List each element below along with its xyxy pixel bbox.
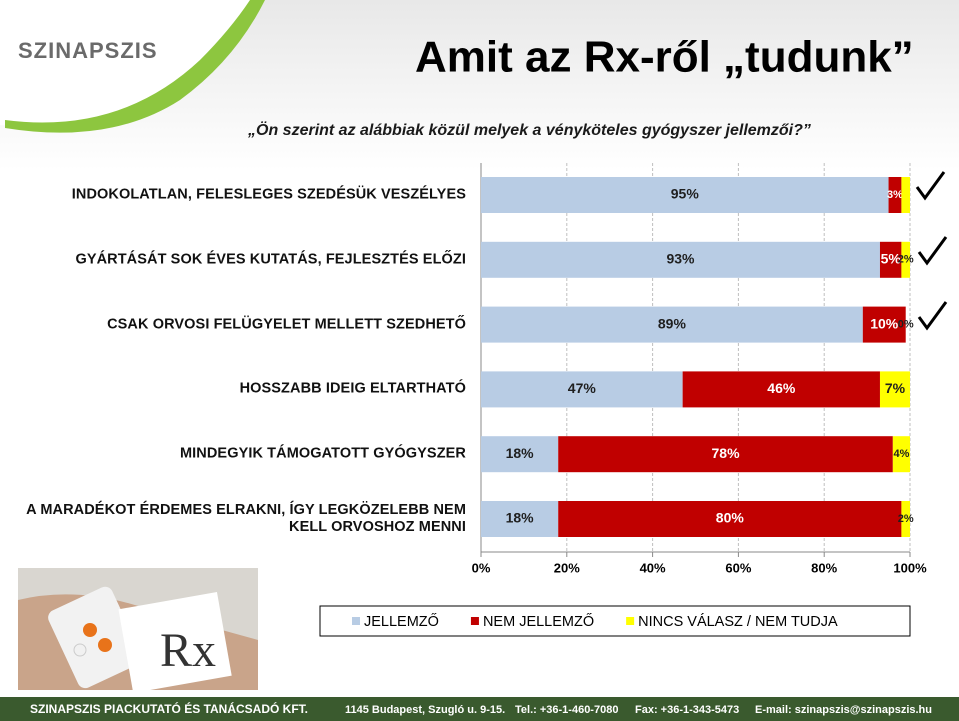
category-label: MINDEGYIK TÁMOGATOTT GYÓGYSZER	[179, 445, 466, 462]
bar-segment	[481, 177, 889, 213]
rx-image: Rx	[18, 568, 258, 694]
footer-address: 1145 Budapest, Szugló u. 9-15.	[345, 704, 505, 716]
bar-segment	[892, 436, 910, 473]
logo: SZINAPSZIS	[18, 38, 158, 63]
legend-label: NINCS VÁLASZ / NEM TUDJA	[638, 613, 838, 630]
x-tick-label: 0%	[472, 560, 491, 575]
bar-segment	[682, 371, 880, 408]
value-label: 95%	[671, 186, 700, 202]
value-label: 4%	[893, 448, 909, 460]
x-tick-label: 20%	[554, 560, 580, 575]
value-label: 2%	[898, 254, 914, 266]
logo-bg	[0, 0, 255, 126]
bar-segment	[901, 241, 910, 278]
x-tick-label: 80%	[811, 560, 837, 575]
bar-segment	[481, 436, 559, 473]
footer-company: SZINAPSZIS PIACKUTATÓ ÉS TANÁCSADÓ KFT.	[30, 701, 308, 716]
legend-swatch	[626, 617, 635, 625]
bar-segment	[558, 436, 893, 473]
category-label: A MARADÉKOT ÉRDEMES ELRAKNI, ÍGY LEGKÖZE…	[26, 502, 466, 535]
bar-segment	[901, 501, 910, 537]
bar-segment	[879, 371, 910, 408]
bar-segment	[901, 177, 910, 213]
value-label: 3%	[887, 189, 903, 201]
checkmark	[915, 171, 946, 201]
swoosh	[5, 0, 265, 133]
rx-label: Rx	[160, 624, 216, 677]
bar-segment	[862, 306, 906, 343]
checkmark	[917, 236, 948, 266]
category-label: CSAK ORVOSI FELÜGYELET MELLETT SZEDHETŐ	[107, 316, 466, 333]
value-label: 46%	[767, 380, 796, 396]
x-tick-label: 60%	[725, 560, 751, 575]
bar-segment	[558, 501, 902, 537]
legend-swatch	[470, 617, 479, 625]
footer-bar	[0, 697, 959, 721]
bar-segment	[481, 241, 880, 278]
title: Amit az Rx-ről „tudunk”	[415, 33, 914, 82]
value-label: 93%	[666, 251, 695, 267]
bar-segment	[481, 306, 863, 343]
bar-segment	[481, 371, 683, 408]
value-label: 80%	[716, 510, 745, 526]
footer-email: E-mail: szinapszis@szinapszis.hu	[755, 704, 932, 716]
value-label: 0%	[898, 319, 914, 331]
value-label: 5%	[881, 251, 902, 267]
value-label: 10%	[870, 315, 899, 331]
value-label: 78%	[712, 445, 741, 461]
checkmark	[917, 301, 948, 331]
subtitle: „Ön szerint az alábbiak közül melyek a v…	[247, 120, 811, 139]
legend	[319, 605, 911, 637]
category-label: GYÁRTÁSÁT SOK ÉVES KUTATÁS, FEJLESZTÉS E…	[75, 251, 466, 268]
value-label: 2%	[898, 513, 914, 525]
value-label: 18%	[506, 445, 535, 461]
footer-phone: Tel.: +36-1-460-7080	[515, 704, 618, 716]
category-label: INDOKOLATLAN, FELESLEGES SZEDÉSÜK VESZÉL…	[71, 186, 466, 203]
footer-fax: Fax: +36-1-343-5473	[635, 704, 739, 716]
category-label: HOSSZABB IDEIG ELTARTHATÓ	[239, 380, 466, 397]
value-label: 18%	[506, 510, 535, 526]
value-label: 7%	[885, 380, 906, 396]
x-tick-label: 40%	[640, 560, 666, 575]
x-tick-label: 100%	[893, 560, 927, 575]
legend-label: JELLEMZŐ	[364, 613, 439, 630]
bar-segment	[879, 241, 902, 278]
value-label: 47%	[568, 380, 597, 396]
bar-segment	[481, 501, 559, 537]
value-label: 89%	[658, 315, 687, 331]
legend-label: NEM JELLEMZŐ	[483, 613, 594, 630]
legend-swatch	[352, 617, 360, 625]
bar-segment	[888, 177, 902, 213]
